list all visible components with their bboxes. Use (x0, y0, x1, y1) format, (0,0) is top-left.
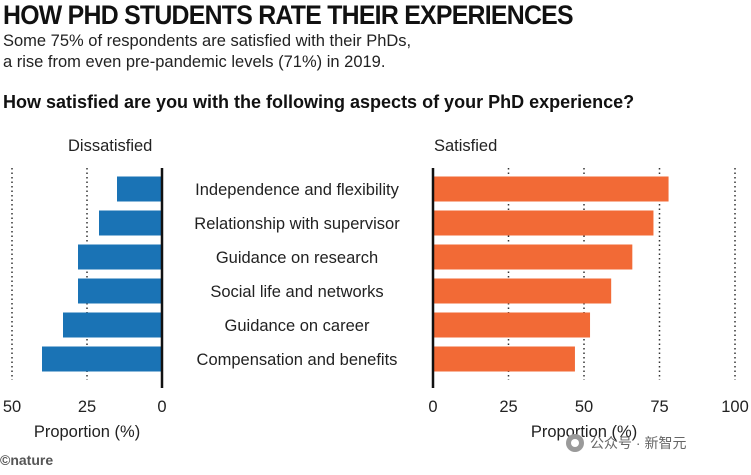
category-label: Relationship with supervisor (194, 215, 400, 233)
category-label: Social life and networks (210, 283, 383, 301)
left-axis-label: Proportion (%) (34, 423, 140, 441)
category-label: Guidance on career (225, 317, 370, 335)
satisfied-bar (433, 176, 669, 202)
left-tick-label: 0 (157, 398, 166, 416)
dissatisfied-bar (78, 278, 162, 304)
chart-title: HOW PHD STUDENTS RATE THEIR EXPERIENCES (3, 0, 574, 30)
watermark-text: 公众号 · 新智元 (590, 435, 687, 451)
satisfied-bar (433, 346, 575, 372)
right-tick-label: 0 (428, 398, 437, 416)
subtitle-line-2: a rise from even pre-pandemic levels (71… (3, 53, 386, 71)
satisfied-bar (433, 312, 591, 338)
dissatisfied-bar (117, 176, 162, 202)
right-tick-label: 75 (650, 398, 668, 416)
subtitle-line-1: Some 75% of respondents are satisfied wi… (3, 32, 412, 50)
right-tick-label: 25 (499, 398, 517, 416)
chart-subtitle: Some 75% of respondents are satisfied wi… (3, 31, 411, 73)
right-tick-label: 100 (721, 398, 749, 416)
left-tick-label: 50 (3, 398, 21, 416)
dissatisfied-bar (42, 346, 162, 372)
watermark: 公众号 · 新智元 (566, 433, 686, 453)
satisfied-bar (433, 244, 633, 270)
category-label: Independence and flexibility (195, 181, 399, 199)
category-label: Guidance on research (216, 249, 378, 267)
wechat-logo-icon (566, 434, 584, 452)
category-label: Compensation and benefits (197, 351, 398, 369)
satisfied-bar (433, 278, 612, 304)
right-axis-label: Proportion (%) (531, 423, 637, 441)
nature-credit: ©nature (0, 452, 54, 468)
dissatisfied-bar (78, 244, 162, 270)
right-tick-label: 50 (575, 398, 593, 416)
satisfied-bar (433, 210, 654, 236)
left-tick-label: 25 (78, 398, 96, 416)
legend-satisfied: Satisfied (434, 137, 497, 155)
chart-question: How satisfied are you with the following… (3, 92, 635, 112)
legend-dissatisfied: Dissatisfied (68, 137, 152, 155)
dissatisfied-bar (99, 210, 162, 236)
dissatisfied-bar (63, 312, 162, 338)
